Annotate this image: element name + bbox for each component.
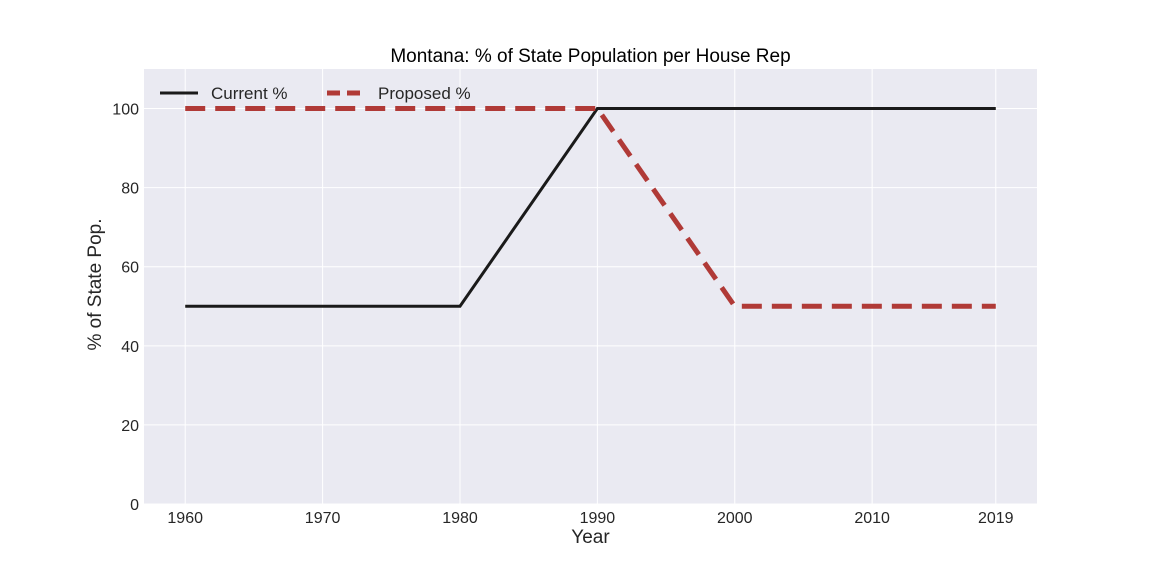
chart-title: Montana: % of State Population per House…	[390, 46, 790, 67]
legend-label-current: Current %	[211, 84, 288, 103]
y-tick-label: 20	[121, 418, 139, 435]
y-tick-label: 0	[130, 497, 139, 514]
y-tick-label: 40	[121, 339, 139, 356]
legend-label-proposed: Proposed %	[378, 84, 471, 103]
series-line-current	[185, 107, 996, 308]
legend: Current % Proposed %	[160, 84, 471, 103]
y-tick-label: 80	[121, 181, 139, 198]
x-tick-label: 1960	[167, 510, 203, 527]
series-line-proposed	[185, 106, 996, 309]
y-tick-label: 100	[112, 102, 139, 119]
x-axis-label: Year	[571, 527, 610, 548]
x-axis-ticks: 1960 1970 1980 1990 2000 2010 2019	[167, 510, 1013, 527]
x-tick-label: 1990	[580, 510, 616, 527]
x-tick-label: 2010	[854, 510, 890, 527]
x-tick-label: 2000	[717, 510, 753, 527]
y-axis-label: % of State Pop.	[85, 218, 106, 350]
x-tick-label: 2019	[978, 510, 1014, 527]
x-tick-label: 1980	[442, 510, 478, 527]
series-layer	[185, 106, 996, 309]
y-axis-ticks: 0 20 40 60 80 100	[112, 102, 139, 514]
y-tick-label: 60	[121, 260, 139, 277]
plot-area	[144, 69, 1037, 504]
x-tick-label: 1970	[305, 510, 341, 527]
